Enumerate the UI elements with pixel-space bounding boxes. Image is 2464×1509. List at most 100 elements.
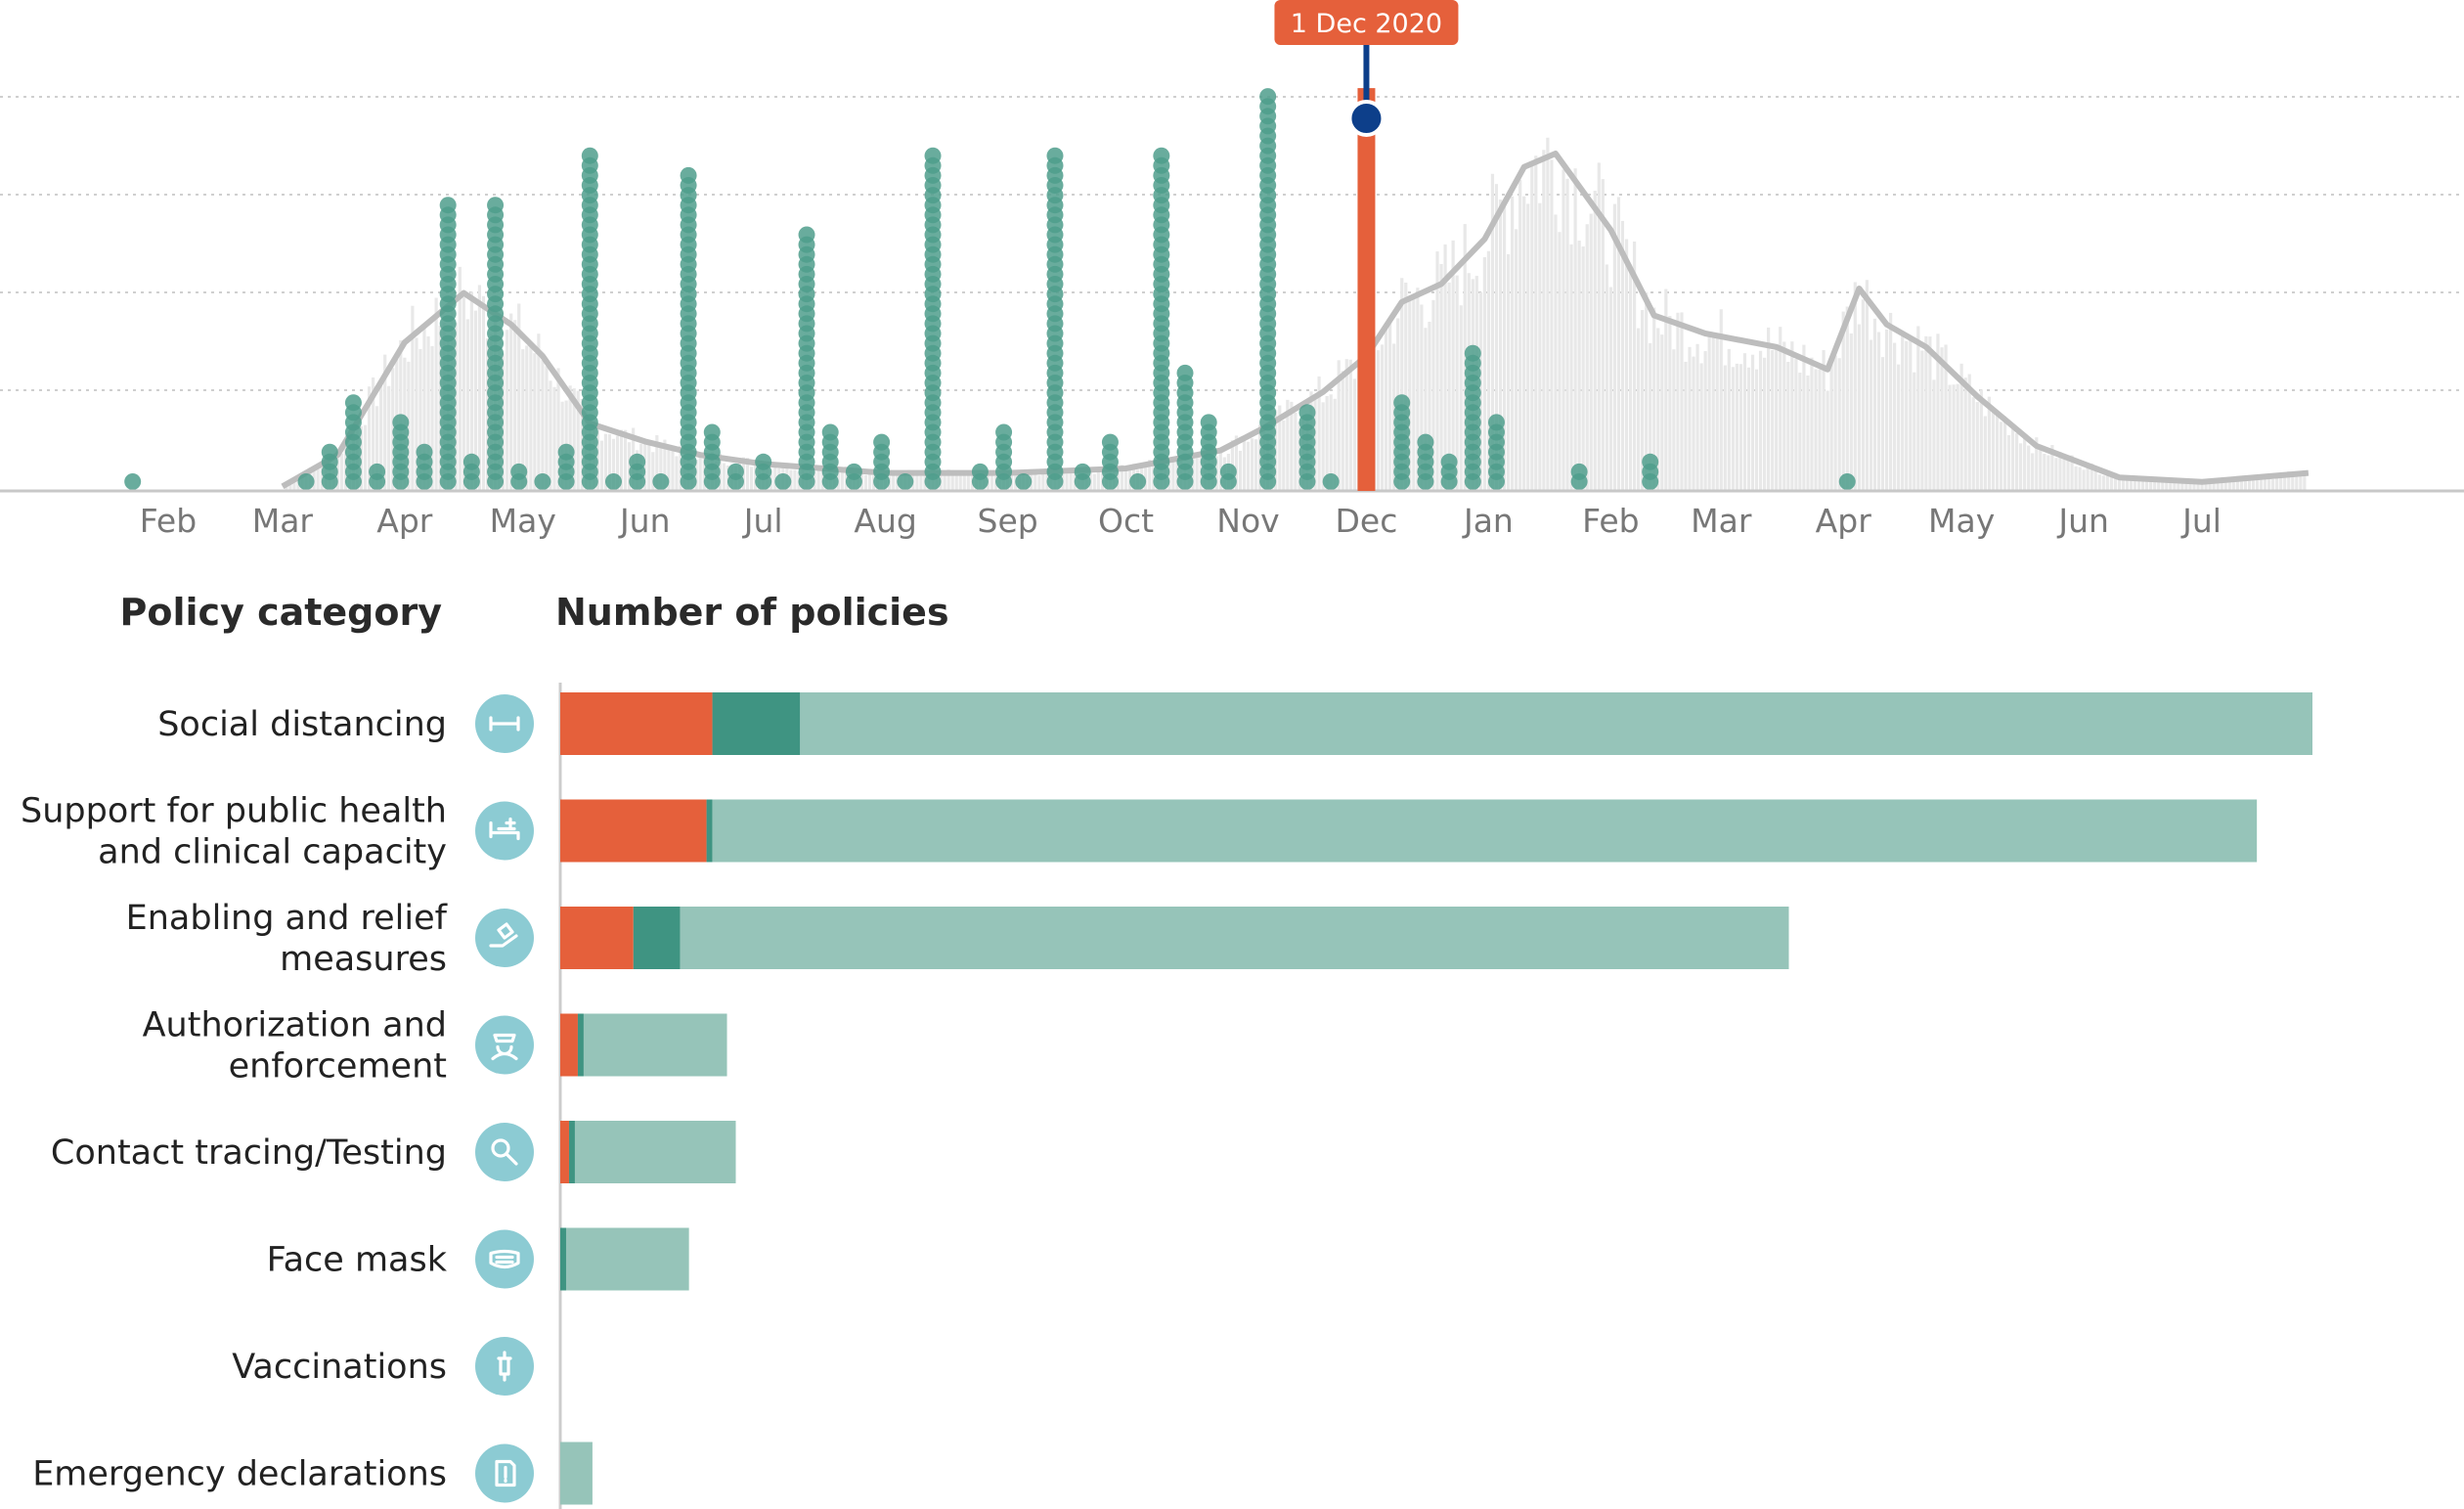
policy-dot-column[interactable]: [1570, 463, 1588, 490]
case-histogram-bar: [316, 466, 320, 491]
policy-dot-column[interactable]: [1153, 147, 1170, 490]
case-histogram-bar: [2027, 445, 2031, 491]
policy-dot-column[interactable]: [321, 443, 338, 490]
bar-segment[interactable]: [706, 799, 713, 863]
policy-dot-column[interactable]: [1015, 473, 1033, 490]
policy-dot-column[interactable]: [873, 433, 891, 490]
policy-dot-column[interactable]: [971, 463, 989, 490]
policy-dot-column[interactable]: [124, 473, 142, 490]
bar-segment[interactable]: [712, 799, 2258, 863]
bar-segment[interactable]: [800, 692, 2312, 755]
face-mask-icon: [475, 1229, 534, 1289]
bar-segment[interactable]: [560, 907, 634, 969]
bar-segment[interactable]: [560, 1121, 569, 1183]
policy-dot-column[interactable]: [821, 423, 839, 491]
policy-dot-column[interactable]: [439, 197, 457, 490]
policy-dot-column[interactable]: [1219, 463, 1237, 490]
policy-dot-column[interactable]: [726, 463, 744, 490]
case-histogram-bar: [1711, 333, 1715, 491]
policy-dot-column[interactable]: [1393, 394, 1411, 490]
policy-dot-column[interactable]: [369, 463, 386, 490]
policy-dot-column[interactable]: [1417, 433, 1434, 490]
month-tick-label: Jun: [2056, 502, 2109, 540]
bar-segment[interactable]: [583, 1013, 727, 1077]
policy-dot: [924, 147, 942, 164]
policy-dot-column[interactable]: [1440, 453, 1458, 490]
date-marker[interactable]: 1 Dec 2020: [1274, 0, 1459, 491]
marker-handle[interactable]: [1347, 100, 1386, 137]
policy-dot-column[interactable]: [462, 453, 480, 490]
category-row[interactable]: Face mask: [267, 1227, 689, 1291]
policy-dot-column[interactable]: [755, 453, 772, 490]
case-histogram-bar: [1498, 200, 1503, 491]
policy-dot: [726, 463, 744, 480]
policy-dot-column[interactable]: [652, 473, 670, 490]
bar-segment[interactable]: [560, 1013, 578, 1077]
policy-dot-column[interactable]: [1074, 463, 1091, 490]
policy-dot-column[interactable]: [897, 473, 914, 490]
bar-segment[interactable]: [577, 1013, 584, 1077]
policy-dot-column[interactable]: [416, 443, 433, 490]
case-histogram-bar: [946, 469, 950, 491]
bar-segment[interactable]: [560, 692, 713, 755]
policy-dot-column[interactable]: [1200, 414, 1217, 490]
policy-dot-column[interactable]: [774, 473, 792, 490]
case-histogram-bar: [552, 386, 556, 491]
case-histogram-bar: [1463, 224, 1467, 491]
policy-dot-column[interactable]: [995, 423, 1013, 491]
case-histogram-bar: [1656, 328, 1660, 491]
category-row[interactable]: Emergency declarations: [32, 1442, 593, 1505]
policy-dot-column[interactable]: [1129, 473, 1147, 490]
policy-dot-column[interactable]: [581, 147, 598, 490]
category-row[interactable]: Vaccinations: [232, 1337, 534, 1396]
policy-dot-column[interactable]: [1298, 404, 1316, 490]
case-histogram-bar: [343, 438, 347, 491]
bar-segment[interactable]: [565, 1227, 689, 1291]
bar-segment[interactable]: [560, 1442, 593, 1505]
case-histogram-bar: [2173, 478, 2177, 491]
bar-segment[interactable]: [560, 1227, 566, 1291]
policy-dot-column[interactable]: [510, 463, 528, 490]
policy-dot-column[interactable]: [1838, 473, 1856, 490]
bar-segment[interactable]: [574, 1121, 736, 1183]
policy-dot-column[interactable]: [604, 473, 622, 490]
policy-dot-column[interactable]: [924, 147, 942, 490]
case-histogram-bar: [1628, 264, 1633, 491]
case-histogram-bar: [1767, 327, 1771, 491]
case-histogram-bar: [1317, 376, 1321, 491]
policy-dot-column[interactable]: [392, 414, 410, 490]
policy-dot-column[interactable]: [534, 473, 551, 490]
policy-dot-column[interactable]: [1487, 414, 1505, 490]
case-histogram-bar: [1522, 196, 1526, 491]
policy-dot-column[interactable]: [297, 473, 315, 490]
policy-dot-column[interactable]: [629, 453, 646, 490]
month-tick-label: Jan: [1462, 502, 1514, 540]
policy-dot-column[interactable]: [344, 394, 362, 490]
policy-dot-column[interactable]: [798, 226, 815, 491]
selected-date-bar[interactable]: [1357, 88, 1376, 491]
policy-dot-column[interactable]: [1259, 88, 1277, 490]
category-row[interactable]: Social distancing: [157, 692, 2312, 755]
policy-dot-column[interactable]: [1322, 473, 1340, 490]
case-histogram-bar: [1171, 461, 1175, 491]
policy-dot-column[interactable]: [703, 423, 721, 491]
policy-dot-column[interactable]: [1046, 147, 1064, 490]
bar-segment[interactable]: [712, 692, 801, 755]
policy-dot-column[interactable]: [680, 166, 697, 490]
policy-dot-column[interactable]: [557, 443, 575, 490]
category-label: Contact tracing/Testing: [51, 1133, 447, 1173]
policy-dot-column[interactable]: [487, 197, 505, 490]
bar-segment[interactable]: [680, 907, 1789, 969]
policy-dot-column[interactable]: [1464, 344, 1481, 490]
category-row[interactable]: Contact tracing/Testing: [51, 1121, 736, 1183]
bar-segment[interactable]: [568, 1121, 575, 1183]
policy-dot-column[interactable]: [1176, 364, 1194, 490]
policy-dot-column[interactable]: [845, 463, 862, 490]
policy-dot-column[interactable]: [1101, 433, 1119, 490]
policy-dot-column[interactable]: [1642, 453, 1659, 490]
bar-segment[interactable]: [560, 799, 707, 863]
bar-segment[interactable]: [633, 907, 681, 969]
